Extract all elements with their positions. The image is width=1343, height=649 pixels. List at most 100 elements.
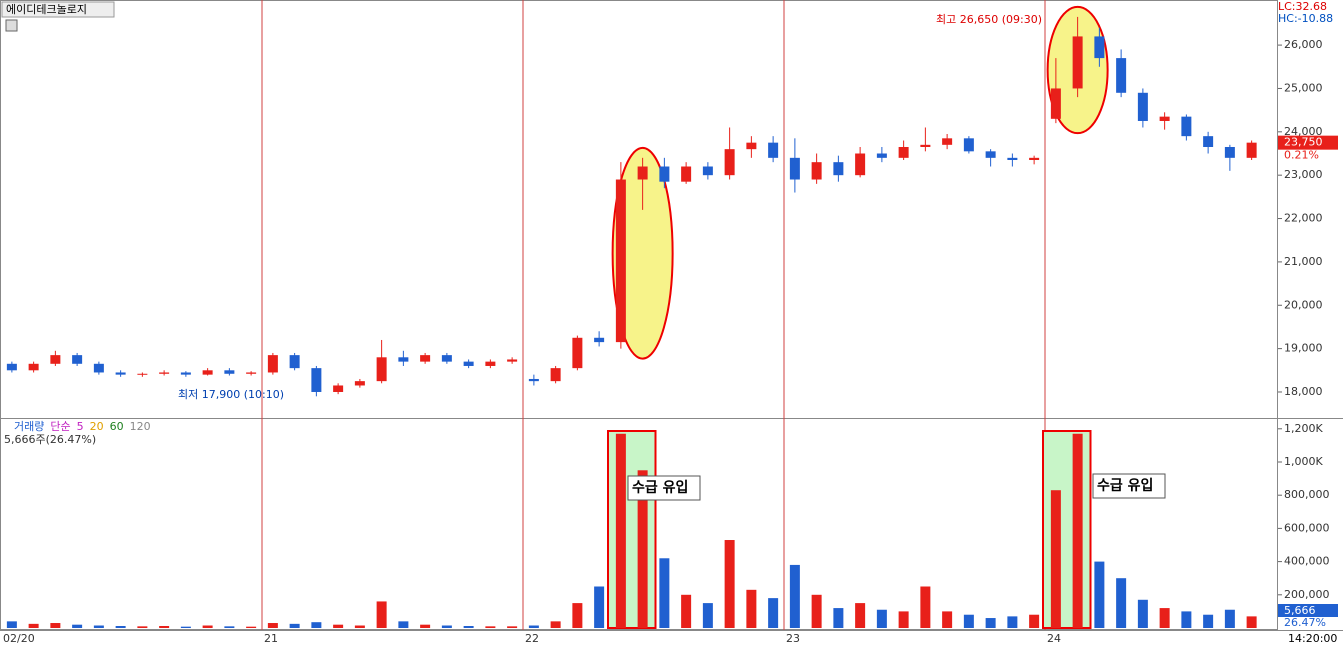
volume-bar: [1181, 611, 1192, 628]
candle-body: [159, 372, 170, 374]
candle-body: [289, 355, 300, 369]
candle-body: [724, 149, 735, 176]
candle-body: [920, 144, 931, 147]
legend-entry: 20: [90, 420, 104, 433]
candle-body: [1007, 157, 1018, 161]
candle-body: [833, 162, 844, 176]
candle-body: [267, 355, 278, 373]
candle-body: [507, 359, 518, 362]
volume-bar: [137, 626, 148, 628]
last-volume-ratio: 26.47%: [1284, 616, 1326, 629]
candle-body: [202, 370, 213, 375]
title-box: [1, 1, 115, 18]
candle-body: [420, 355, 431, 362]
volume-bar: [6, 621, 17, 628]
volume-bar: [1224, 609, 1235, 628]
volume-bar: [659, 558, 670, 628]
volume-bar: [289, 623, 300, 628]
volume-bar: [985, 618, 996, 628]
y-tick-label: 20,000: [1284, 298, 1323, 311]
volume-bar: [1007, 616, 1018, 628]
volume-bar: [528, 625, 539, 628]
last-price-box: [1278, 135, 1338, 150]
x-tick-label: 23: [786, 632, 800, 645]
volume-bar: [441, 625, 452, 628]
candle-body: [1203, 136, 1214, 147]
volume-bar: [1094, 561, 1105, 628]
volume-bar: [746, 589, 757, 628]
last-price: 23,750: [1284, 136, 1323, 149]
volume-bar: [267, 623, 278, 628]
y2-tick-label: 1,200K: [1284, 422, 1323, 435]
volume-highlight: [607, 430, 657, 629]
volume-bar: [833, 608, 844, 628]
hc-label: HC:-10.88: [1278, 12, 1333, 25]
candle-body: [72, 355, 83, 364]
candle-body: [811, 162, 822, 180]
volume-bar: [615, 433, 626, 628]
candle-body: [1116, 58, 1127, 93]
y2-tick-label: 800,000: [1284, 488, 1330, 501]
plot-frame: [0, 0, 1278, 630]
x-tick-label: 24: [1047, 632, 1061, 645]
candle-body: [376, 357, 387, 382]
y2-tick-label: 1,000K: [1284, 455, 1323, 468]
x-tick-label: 02/20: [3, 632, 35, 645]
y-tick-label: 19,000: [1284, 342, 1323, 355]
volume-bar: [789, 564, 800, 628]
volume-bar: [333, 624, 344, 628]
candle-body: [985, 151, 996, 158]
candle-body: [28, 363, 39, 371]
y-tick-label: 18,000: [1284, 385, 1323, 398]
annotation-box: [1092, 473, 1166, 499]
candle-body: [1050, 88, 1061, 119]
volume-bar: [724, 540, 735, 628]
volume-bar: [876, 609, 887, 628]
y-tick-label: 22,000: [1284, 212, 1323, 225]
candle-body: [398, 357, 409, 362]
volume-bar: [507, 626, 518, 628]
high-note: 최고 26,650 (09:30): [936, 13, 1042, 26]
volume-bar: [180, 626, 191, 628]
candle-body: [1094, 36, 1105, 59]
chart-title: 에이디테크놀로지: [6, 3, 87, 16]
candle-body: [1137, 92, 1148, 121]
candle-body: [1246, 142, 1257, 158]
volume-bar: [1246, 616, 1257, 628]
volume-bar: [202, 625, 213, 628]
candle-body: [50, 355, 61, 364]
low-note: 최저 17,900 (10:10): [178, 388, 284, 401]
volume-bar: [354, 625, 365, 628]
volume-bar: [637, 470, 648, 628]
annotation: 수급 유입: [1097, 478, 1153, 494]
candle-body: [1224, 146, 1235, 158]
candle-body: [333, 385, 344, 392]
candle-body: [1029, 157, 1040, 161]
volume-bar: [1159, 608, 1170, 628]
last-volume: 5,666: [1284, 604, 1316, 617]
annotation-box: [627, 475, 701, 501]
volume-bar: [855, 603, 866, 628]
candle-body: [572, 337, 583, 369]
volume-bar: [1137, 599, 1148, 628]
volume-bar: [28, 623, 39, 628]
candle-body: [615, 179, 626, 343]
annotation: 수급 유입: [632, 480, 688, 496]
y2-tick-label: 600,000: [1284, 521, 1330, 534]
candle-body: [180, 372, 191, 375]
volume-bar: [224, 626, 235, 628]
volume-bar: [811, 594, 822, 628]
volume-bar: [376, 601, 387, 628]
volume-highlight: [1042, 430, 1092, 629]
candle-body: [1181, 116, 1192, 137]
volume-bar: [1072, 433, 1083, 628]
candle-body: [485, 361, 496, 366]
volume-bar: [963, 614, 974, 628]
candle-body: [311, 368, 322, 392]
candle-body: [528, 378, 539, 382]
candle-body: [681, 166, 692, 182]
last-volume-box: [1278, 604, 1338, 617]
candle-body: [137, 373, 148, 375]
volume-bar: [1116, 578, 1127, 628]
candle-body: [246, 372, 257, 374]
